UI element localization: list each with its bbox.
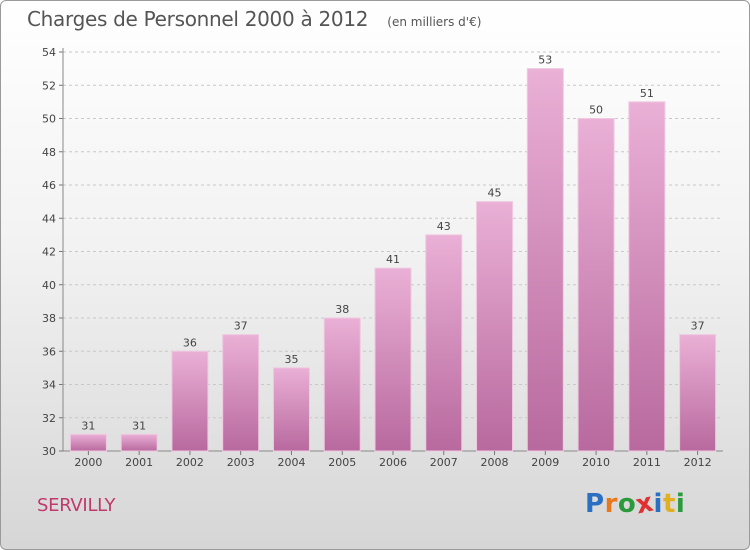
bar-2001	[120, 433, 158, 452]
data-label: 35	[284, 353, 298, 366]
data-label: 38	[335, 303, 349, 316]
bar-2005	[323, 317, 361, 452]
x-tick-label: 2011	[633, 456, 661, 469]
x-tick-label: 2009	[531, 456, 559, 469]
data-label: 31	[132, 419, 146, 432]
y-tick-label: 32	[42, 412, 56, 425]
bar-2008	[476, 201, 514, 452]
y-tick-label: 50	[42, 113, 56, 126]
data-label: 41	[386, 253, 400, 266]
data-label: 31	[81, 419, 95, 432]
bar-2012	[679, 334, 717, 452]
bar-2004	[272, 367, 310, 452]
y-tick-label: 46	[42, 179, 56, 192]
y-tick-label: 54	[42, 46, 56, 59]
y-tick-label: 42	[42, 246, 56, 259]
logo-letter: i	[675, 489, 686, 519]
y-tick-label: 30	[42, 445, 56, 458]
x-tick-label: 2012	[684, 456, 712, 469]
x-tick-label: 2006	[379, 456, 407, 469]
x-tick-label: 2001	[125, 456, 153, 469]
logo-letter: i	[653, 489, 663, 519]
x-tick-label: 2000	[74, 456, 102, 469]
logo-letter: r	[604, 489, 618, 519]
data-label: 43	[437, 220, 451, 233]
data-label: 50	[589, 104, 603, 117]
bar-2003	[222, 334, 260, 452]
data-label: 36	[183, 336, 197, 349]
x-tick-label: 2010	[582, 456, 610, 469]
y-tick-label: 38	[42, 312, 56, 325]
title-row: Charges de Personnel 2000 à 2012 (en mil…	[27, 7, 481, 31]
x-tick-label: 2003	[227, 456, 255, 469]
data-label: 45	[488, 187, 502, 200]
data-label: 51	[640, 87, 654, 100]
bar-2010	[577, 118, 615, 452]
bar-2002	[171, 350, 209, 452]
y-tick-label: 40	[42, 279, 56, 292]
y-tick-label: 48	[42, 146, 56, 159]
y-tick-label: 52	[42, 79, 56, 92]
x-tick-label: 2002	[176, 456, 204, 469]
logo-letter: P	[585, 489, 605, 519]
bar-2009	[526, 68, 564, 452]
y-tick-label: 44	[42, 212, 56, 225]
bar-2007	[425, 234, 463, 452]
bar-2011	[628, 101, 666, 452]
x-tick-label: 2008	[481, 456, 509, 469]
data-label: 37	[691, 320, 705, 333]
chart-title: Charges de Personnel 2000 à 2012	[27, 7, 369, 31]
bar-2000	[69, 433, 107, 452]
y-tick-label: 34	[42, 379, 56, 392]
bar-2006	[374, 267, 412, 452]
commune-label: SERVILLY	[37, 495, 116, 516]
logo-letter: o	[617, 489, 637, 519]
x-tick-label: 2007	[430, 456, 458, 469]
logo-letter: t	[662, 489, 676, 519]
x-tick-label: 2004	[277, 456, 305, 469]
proxiti-logo: Proxiti	[585, 488, 686, 521]
y-tick-label: 36	[42, 345, 56, 358]
x-tick-label: 2005	[328, 456, 356, 469]
data-label: 37	[234, 320, 248, 333]
chart-unit: (en milliers d'€)	[387, 15, 482, 29]
data-label: 53	[538, 54, 552, 67]
